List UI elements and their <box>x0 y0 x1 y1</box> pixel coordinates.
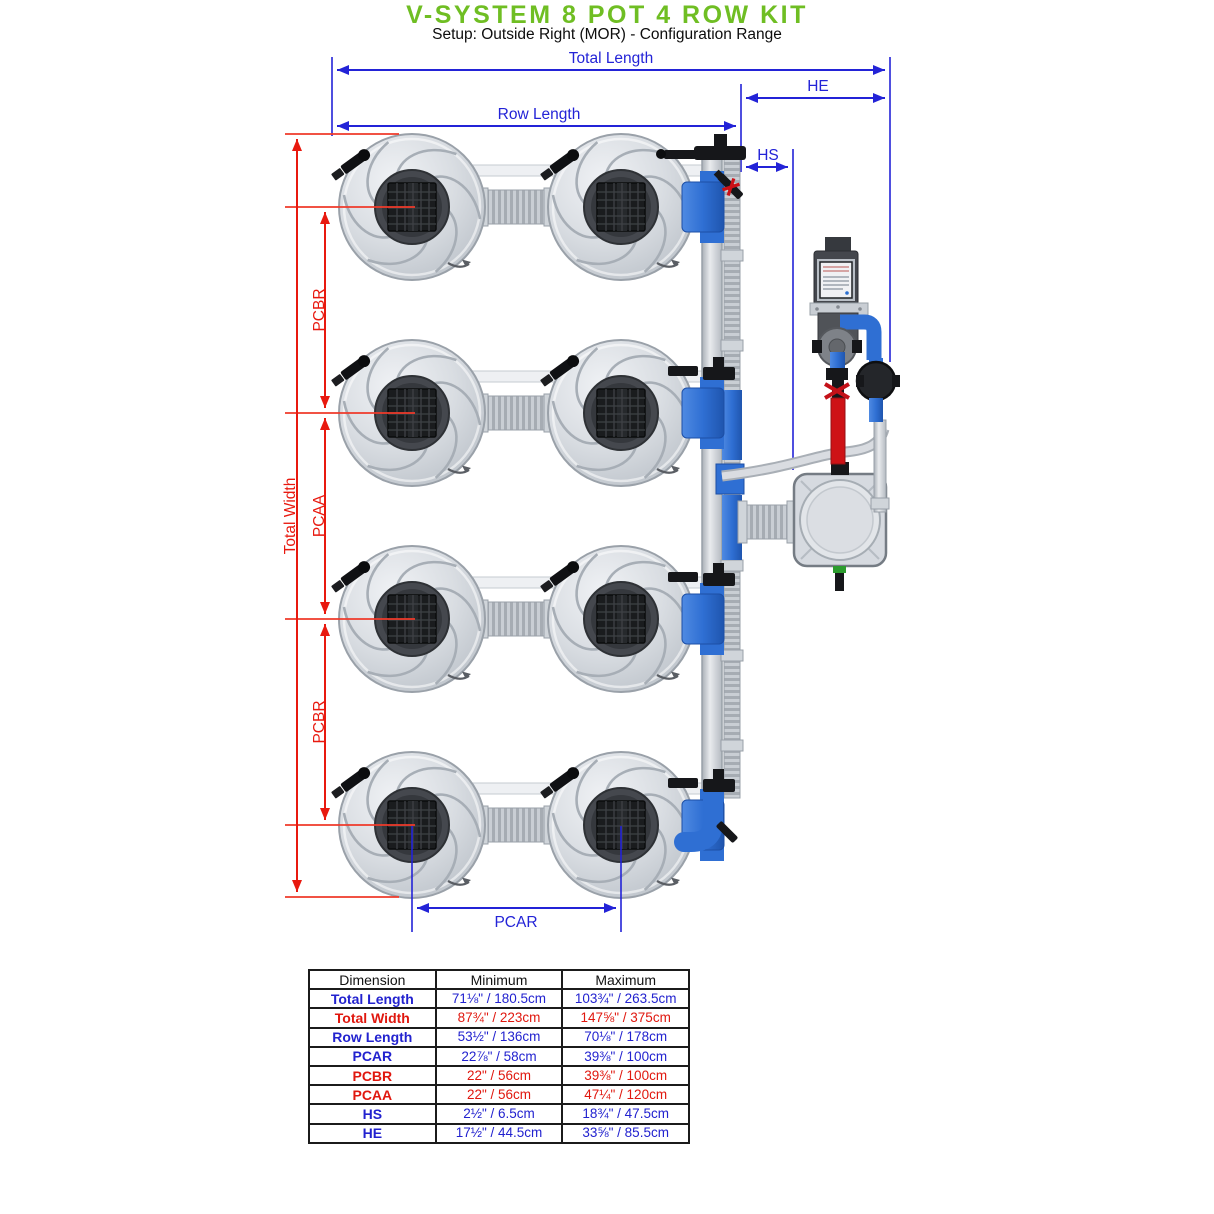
dim-name: HE <box>308 1122 437 1144</box>
dim-label-pcar: PCAR <box>494 914 537 931</box>
dim-name: PCAA <box>308 1084 437 1106</box>
dim-name: PCAR <box>308 1045 437 1067</box>
dim-min: 2½" / 6.5cm <box>434 1103 564 1125</box>
pump-assembly <box>809 237 900 513</box>
header-dimension: Dimension <box>308 968 437 991</box>
header-maximum: Maximum <box>561 968 690 991</box>
dim-max: 70⅛" / 178cm <box>561 1026 690 1048</box>
pot <box>537 750 701 900</box>
drain-valve <box>713 169 743 199</box>
dim-label-total-width: Total Width <box>282 478 299 555</box>
inter-pot-pipe <box>477 187 555 845</box>
row-couplers <box>674 171 725 861</box>
system-diagram: Total Width PCBR PCAA PCBR Total Length … <box>282 50 900 932</box>
dim-max: 39⅜" / 100cm <box>561 1045 690 1067</box>
dim-min: 71⅛" / 180.5cm <box>434 988 564 1010</box>
dim-label-pcbr-bottom: PCBR <box>311 700 328 743</box>
dim-name: Total Width <box>308 1007 437 1029</box>
pot <box>537 338 701 488</box>
table-row: Total Width 87¾" / 223cm 147⅝" / 375cm <box>308 1007 690 1029</box>
dim-max: 18¾" / 47.5cm <box>561 1103 690 1125</box>
pot <box>537 544 701 694</box>
page-subtitle: Setup: Outside Right (MOR) - Configurati… <box>432 26 782 43</box>
dim-min: 53½" / 136cm <box>434 1026 564 1048</box>
dim-label-row-length: Row Length <box>498 106 581 123</box>
dim-label-he: HE <box>807 78 829 95</box>
table-row: PCAR 22⅞" / 58cm 39⅜" / 100cm <box>308 1045 690 1067</box>
dim-max: 47¼" / 120cm <box>561 1084 690 1106</box>
dim-min: 22⅞" / 58cm <box>434 1045 564 1067</box>
manifold <box>656 134 746 861</box>
tank-drain-green <box>833 566 846 573</box>
red-supply-pipe <box>830 397 846 465</box>
dim-min: 22" / 56cm <box>434 1084 564 1106</box>
return-hose <box>721 427 890 482</box>
dim-name: PCBR <box>308 1064 437 1087</box>
dim-max: 103¾" / 263.5cm <box>561 988 690 1010</box>
table-header-row: Dimension Minimum Maximum <box>308 968 690 991</box>
dimension-extension-lines <box>331 57 891 470</box>
dim-label-pcaa: PCAA <box>311 494 328 537</box>
page-title: V-SYSTEM 8 POT 4 ROW KIT <box>406 1 808 29</box>
dim-label-total-length: Total Length <box>569 50 653 67</box>
pump-outlet-pipe <box>840 314 882 360</box>
dim-name: Row Length <box>308 1026 437 1048</box>
table-row: Total Length 71⅛" / 180.5cm 103¾" / 263.… <box>308 988 690 1010</box>
reservoir-feed-pipe <box>737 500 797 544</box>
pump-valve <box>823 382 851 400</box>
dimension-annotations: Total Width PCBR PCAA PCBR Total Length … <box>282 50 885 932</box>
dim-label-hs: HS <box>757 147 779 164</box>
dimensions-table: Dimension Minimum Maximum Total Length 7… <box>308 968 690 1144</box>
table-row: HE 17½" / 44.5cm 33⅝" / 85.5cm <box>308 1122 690 1144</box>
tank-inlet-fitting <box>831 462 849 475</box>
dim-min: 22" / 56cm <box>434 1064 564 1087</box>
row-fittings <box>668 357 738 843</box>
dim-name: HS <box>308 1103 437 1125</box>
header-minimum: Minimum <box>434 968 564 991</box>
dim-label-pcbr-top: PCBR <box>311 288 328 331</box>
table-row: HS 2½" / 6.5cm 18¾" / 47.5cm <box>308 1103 690 1125</box>
manifold-top-tee <box>656 134 746 199</box>
dim-max: 33⅝" / 85.5cm <box>561 1122 690 1144</box>
dim-max: 147⅝" / 375cm <box>561 1007 690 1029</box>
dim-max: 39⅜" / 100cm <box>561 1064 690 1087</box>
reservoir-tank <box>792 462 888 591</box>
dim-min: 87¾" / 223cm <box>434 1007 564 1029</box>
controller-cap <box>825 237 851 253</box>
table-row: PCBR 22" / 56cm 39⅜" / 100cm <box>308 1064 690 1087</box>
dim-name: Total Length <box>308 988 437 1010</box>
tank-drain-fitting <box>835 573 844 591</box>
table-row: PCAA 22" / 56cm 47¼" / 120cm <box>308 1084 690 1106</box>
dim-min: 17½" / 44.5cm <box>434 1122 564 1144</box>
table-row: Row Length 53½" / 136cm 70⅛" / 178cm <box>308 1026 690 1048</box>
